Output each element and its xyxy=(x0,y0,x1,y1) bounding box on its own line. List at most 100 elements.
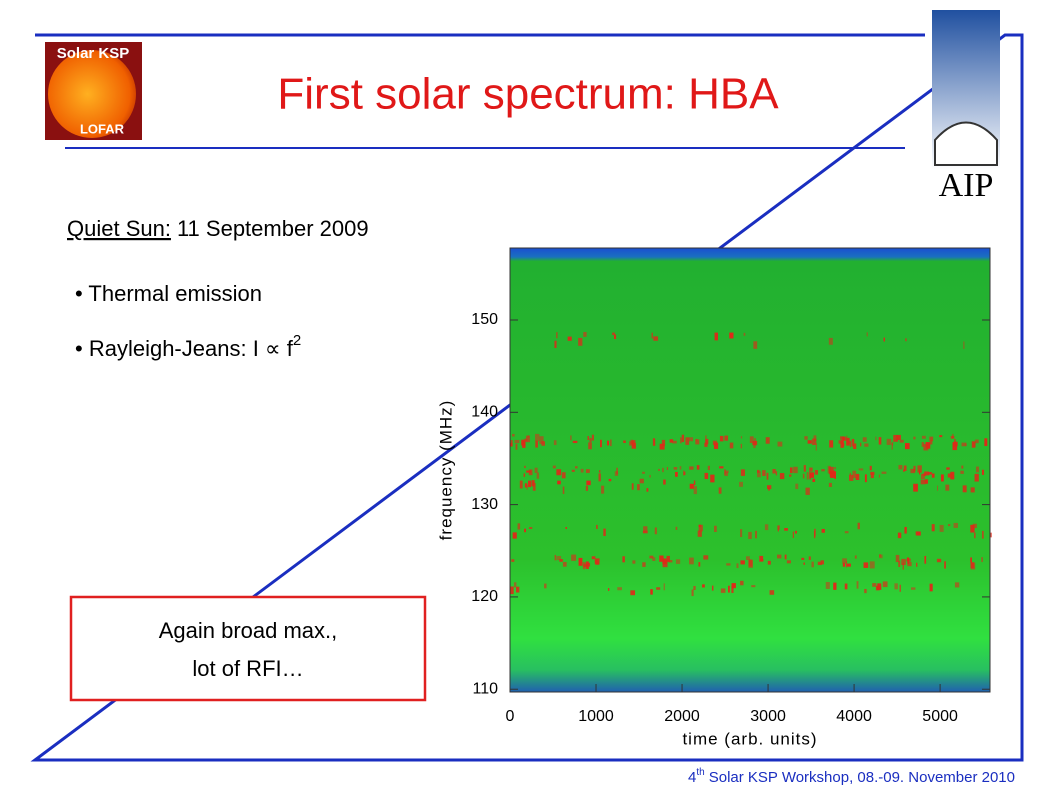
rfi-streak xyxy=(525,435,530,443)
rfi-streak xyxy=(920,473,925,480)
rfi-streak xyxy=(777,525,780,530)
rfi-streak xyxy=(616,467,618,475)
rfi-streak xyxy=(510,440,513,447)
rfi-streak xyxy=(825,582,830,589)
rfi-streak xyxy=(881,471,887,474)
rfi-streak xyxy=(846,437,850,446)
rfi-streak xyxy=(869,561,875,569)
rfi-streak xyxy=(903,465,907,471)
rfi-streak xyxy=(808,471,811,480)
rfi-streak xyxy=(567,336,572,341)
rfi-streak xyxy=(929,583,933,592)
rfi-streak xyxy=(759,555,764,562)
rfi-streak xyxy=(891,442,894,446)
rfi-streak xyxy=(524,483,528,488)
rfi-streak xyxy=(675,471,678,477)
rfi-streak xyxy=(845,560,847,568)
x-tick-label: 2000 xyxy=(664,708,700,725)
rfi-streak xyxy=(866,332,868,337)
rfi-streak xyxy=(622,556,625,563)
rfi-streak xyxy=(913,465,916,472)
rfi-streak xyxy=(878,587,882,590)
rfi-streak xyxy=(521,439,526,446)
rfi-streak xyxy=(658,468,660,471)
rfi-streak xyxy=(950,472,954,480)
rfi-streak xyxy=(642,562,646,567)
logo-bottom: LOFAR xyxy=(80,121,125,136)
rfi-streak xyxy=(539,436,544,445)
rfi-streak xyxy=(704,442,708,447)
rfi-streak xyxy=(805,487,810,495)
rfi-streak xyxy=(528,527,533,530)
rfi-streak xyxy=(556,332,558,339)
rfi-streak xyxy=(714,332,718,341)
rfi-streak xyxy=(768,487,770,491)
rfi-streak xyxy=(828,466,834,475)
rfi-streak xyxy=(864,474,867,483)
rfi-streak xyxy=(731,585,734,593)
rfi-streak xyxy=(947,473,952,478)
footer-suffix: th xyxy=(696,767,704,778)
rfi-streak xyxy=(849,474,854,481)
rfi-streak xyxy=(813,435,817,441)
rfi-streak xyxy=(562,486,565,494)
rfi-streak xyxy=(646,488,649,492)
rfi-streak xyxy=(632,560,636,564)
rfi-streak xyxy=(939,435,943,438)
rfi-streak xyxy=(743,332,746,336)
rfi-streak xyxy=(846,563,851,567)
rfi-streak xyxy=(528,469,533,476)
rfi-streak xyxy=(860,442,862,447)
rfi-streak xyxy=(554,554,556,561)
rfi-streak xyxy=(557,480,561,485)
rfi-streak xyxy=(899,439,904,443)
rfi-streak xyxy=(580,468,584,473)
rfi-streak xyxy=(704,472,709,479)
rfi-streak xyxy=(898,465,903,470)
rfi-streak xyxy=(586,480,591,486)
rfi-streak xyxy=(651,332,653,339)
rfi-streak xyxy=(895,554,900,563)
rfi-streak xyxy=(801,557,805,560)
rfi-streak xyxy=(512,532,517,539)
rfi-streak xyxy=(863,562,869,568)
rfi-streak xyxy=(729,442,734,449)
x-tick-label: 5000 xyxy=(922,708,958,725)
rfi-streak xyxy=(972,523,977,529)
rfi-streak xyxy=(803,465,806,472)
rfi-streak xyxy=(857,522,860,530)
rfi-streak xyxy=(883,337,885,342)
rfi-streak xyxy=(719,435,724,442)
rfi-streak xyxy=(812,478,816,482)
rfi-streak xyxy=(524,438,528,442)
rfi-streak xyxy=(588,442,592,450)
rfi-streak xyxy=(683,471,686,476)
rfi-streak xyxy=(675,559,681,564)
rfi-streak xyxy=(842,558,847,564)
rfi-streak xyxy=(653,439,656,446)
rfi-streak xyxy=(812,438,817,445)
rfi-streak xyxy=(981,530,984,539)
rfi-streak xyxy=(510,586,514,595)
rfi-streak xyxy=(904,526,907,534)
frame xyxy=(30,33,1024,762)
rfi-streak xyxy=(851,439,855,447)
bullet: • Rayleigh-Jeans: I ∝ f2 xyxy=(75,332,301,361)
rfi-streak xyxy=(524,465,526,468)
rfi-streak xyxy=(536,472,540,479)
rfi-streak xyxy=(984,438,988,447)
rfi-streak xyxy=(981,469,985,475)
rfi-streak xyxy=(904,338,907,342)
rfi-streak xyxy=(729,332,734,339)
rfi-streak xyxy=(945,484,950,491)
rfi-streak xyxy=(654,527,657,535)
rfi-streak xyxy=(849,440,852,448)
rfi-streak xyxy=(841,436,846,441)
rfi-streak xyxy=(596,524,598,529)
rfi-streak xyxy=(779,473,785,480)
rfi-streak xyxy=(649,555,654,559)
rfi-streak xyxy=(578,557,583,566)
rfi-streak xyxy=(913,436,916,440)
x-tick-label: 0 xyxy=(506,708,515,725)
rfi-streak xyxy=(961,442,967,447)
